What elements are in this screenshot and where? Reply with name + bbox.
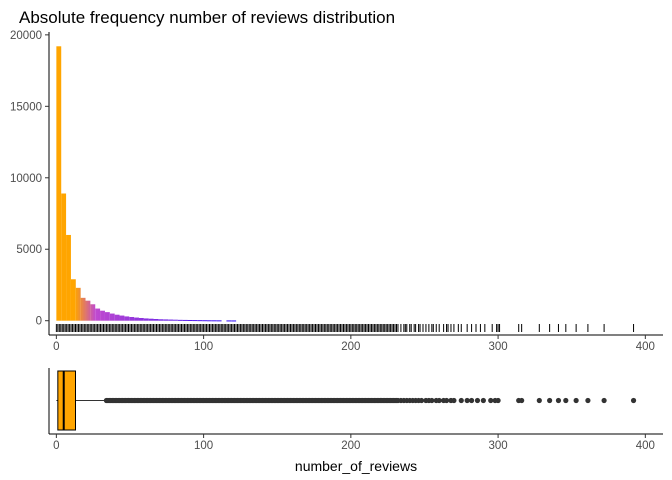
histogram-x-ticks: 0 100 200 300 400	[53, 335, 655, 353]
outlier-point	[458, 397, 464, 404]
outlier-point	[451, 397, 457, 404]
histogram-bar	[119, 315, 125, 321]
outlier-point	[555, 397, 562, 404]
histogram-bar	[104, 312, 110, 321]
histogram-bar	[100, 310, 105, 321]
outlier-point	[573, 397, 579, 404]
boxplot-x-tick-label: 200	[341, 440, 360, 452]
histogram-bar	[206, 320, 212, 322]
boxplot-x-tick-label: 100	[194, 440, 213, 452]
histogram-bars	[56, 46, 237, 322]
histogram-bar	[143, 318, 149, 321]
histogram-panel: 0 5000 10000 15000 20000 0 100 200 300 400	[10, 30, 663, 353]
outlier-point	[601, 397, 607, 404]
histogram-bar	[231, 320, 237, 322]
histogram-x-tick-label: 100	[194, 341, 213, 353]
outlier-point	[464, 397, 470, 404]
histogram-bar	[134, 317, 139, 321]
histogram-bar	[85, 300, 91, 321]
histogram-bar	[226, 320, 232, 322]
histogram-bar	[61, 193, 67, 321]
histogram-bar	[80, 297, 86, 321]
histogram-bar	[124, 316, 130, 321]
histogram-bar	[211, 320, 217, 322]
outlier-point	[519, 397, 525, 404]
histogram-x-tick-label: 300	[488, 341, 507, 353]
histogram-bar	[129, 316, 135, 321]
outlier-point	[495, 397, 501, 404]
y-tick-label: 15000	[10, 101, 42, 113]
histogram-bar	[187, 319, 193, 321]
histogram-bar	[158, 319, 164, 321]
outlier-point	[488, 397, 494, 404]
histogram-bar	[182, 319, 188, 321]
outlier-point	[536, 397, 542, 404]
histogram-bar	[66, 234, 71, 321]
histogram-bar	[197, 320, 203, 322]
histogram-bar	[148, 318, 154, 321]
outlier-point	[474, 397, 481, 404]
outlier-point	[480, 397, 486, 404]
outlier-point	[630, 397, 637, 404]
histogram-bar	[163, 319, 169, 321]
histogram-bar	[168, 319, 173, 321]
histogram-bar	[75, 287, 81, 321]
histogram-bar	[90, 304, 96, 321]
histogram-bar	[192, 320, 198, 322]
histogram-bar	[95, 308, 101, 321]
histogram-bar	[114, 314, 120, 321]
outlier-point	[418, 397, 425, 404]
histogram-bar	[216, 320, 222, 322]
histogram-bar	[70, 279, 76, 321]
histogram-bar	[177, 319, 183, 321]
histogram-bar	[202, 320, 207, 322]
chart-title: Absolute frequency number of reviews dis…	[19, 8, 395, 27]
histogram-x-tick-label: 0	[53, 341, 59, 353]
histogram-x-tick-label: 200	[341, 341, 360, 353]
histogram-bar	[56, 46, 62, 321]
outlier-point	[429, 397, 435, 404]
y-tick-label: 5000	[16, 244, 42, 256]
boxplot-x-tick-label: 0	[53, 440, 59, 452]
boxplot-x-ticks: 0 100 200 300 400	[53, 434, 655, 452]
outlier-point	[563, 397, 569, 404]
x-axis-title: number_of_reviews	[295, 458, 417, 474]
histogram-bar	[172, 319, 178, 321]
y-tick-label: 10000	[10, 173, 42, 185]
boxplot-x-tick-label: 300	[488, 440, 507, 452]
outlier-point	[468, 397, 475, 404]
histogram-bar	[138, 317, 144, 321]
y-tick-label: 20000	[10, 30, 42, 42]
outlier-point	[436, 397, 442, 404]
outlier-point	[585, 397, 591, 404]
boxplot-outliers	[103, 397, 637, 404]
outlier-point	[547, 397, 553, 404]
histogram-bar	[109, 313, 115, 321]
boxplot-x-tick-label: 400	[636, 440, 655, 452]
boxplot-box	[57, 370, 77, 431]
boxplot-panel: 0 100 200 300 400 number_of_reviews	[48, 368, 663, 474]
outlier-point	[443, 397, 450, 404]
histogram-bar	[153, 318, 159, 321]
y-tick-label: 0	[36, 316, 42, 328]
histogram-x-tick-label: 400	[636, 341, 655, 353]
rug-marks	[55, 324, 635, 332]
histogram-y-ticks: 0 5000 10000 15000 20000	[10, 30, 49, 328]
